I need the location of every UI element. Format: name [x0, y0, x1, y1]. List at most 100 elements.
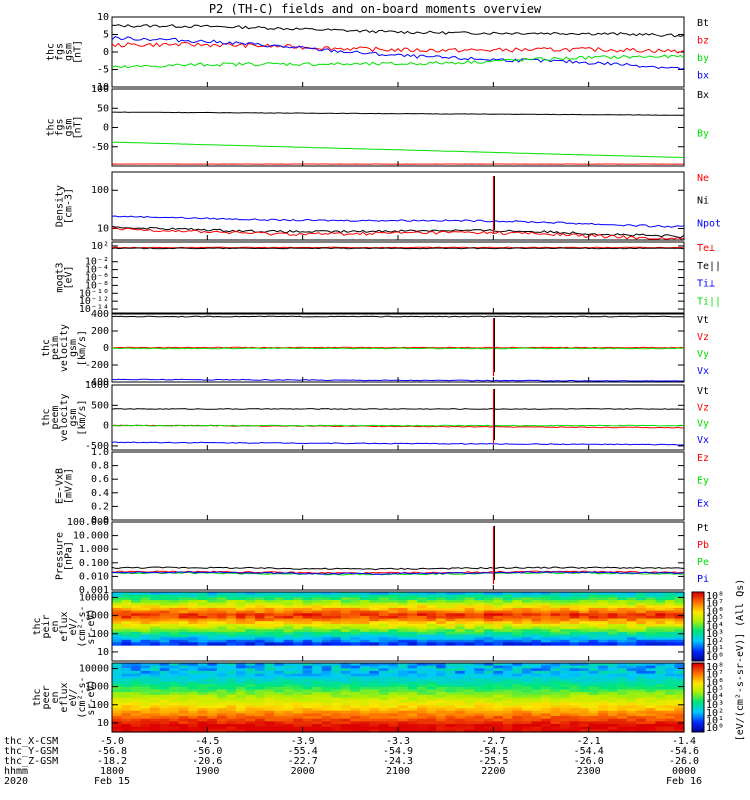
y-axis-label: thc [32, 688, 43, 706]
spectrogram-cell [121, 716, 132, 720]
spectrogram-cell [464, 713, 475, 717]
spectrogram-cell [321, 678, 332, 683]
spectrogram-cell [569, 684, 580, 688]
spectrogram-cell [274, 634, 285, 638]
spectrogram-cell [626, 668, 637, 672]
spectrogram-cell [474, 610, 485, 614]
spectrogram-cell [388, 702, 399, 707]
spectrogram-cell [112, 697, 123, 701]
spectrogram-cell [388, 610, 399, 614]
spectrogram-cell [531, 694, 542, 699]
spectrogram-cell [407, 718, 418, 722]
spectrogram-cell [645, 705, 656, 709]
spectrogram-cell [283, 626, 294, 630]
spectrogram-cell [607, 642, 618, 646]
spectrogram-cell [483, 708, 494, 712]
spectrogram-cell [502, 618, 513, 622]
spectrogram-cell [674, 602, 685, 606]
spectrogram-cell [293, 631, 304, 636]
spectrogram-cell [598, 613, 609, 617]
spectrogram-cell [264, 678, 275, 683]
spectrogram-cell [598, 689, 609, 693]
x-tick-label: -54.9 [383, 746, 413, 757]
spectrogram-cell [359, 626, 370, 630]
spectrogram-cell [550, 673, 561, 677]
spectrogram-cell [293, 700, 304, 704]
spectrogram-cell [560, 615, 571, 620]
spectrogram-cell [569, 665, 580, 669]
spectrogram-cell [493, 694, 504, 699]
spectrogram-cell [445, 618, 456, 622]
series-line [111, 141, 685, 158]
x-tick-label: -54.6 [669, 746, 699, 757]
spectrogram-cell [197, 721, 208, 725]
spectrogram-cell [398, 668, 409, 672]
spectrogram-cell [674, 684, 685, 688]
spectrogram-cell [417, 618, 428, 622]
spectrogram-cell [340, 618, 351, 622]
spectrogram-cell [312, 716, 323, 720]
spectrogram-cell [312, 592, 323, 596]
spectrogram-cell [436, 684, 447, 688]
spectrogram-cell [588, 705, 599, 709]
spectrogram-cell [645, 718, 656, 722]
spectrogram-cell [674, 610, 685, 614]
spectrogram-cell [550, 615, 561, 620]
spectrogram-cell [426, 605, 437, 609]
spectrogram-cell [588, 721, 599, 725]
spectrogram-cell [664, 676, 676, 680]
spectrogram-cell [293, 602, 304, 606]
spectrogram-cell [112, 634, 123, 638]
spectrogram-cell [521, 602, 533, 606]
spectrogram-cell [169, 700, 180, 704]
spectrogram-cell [274, 700, 285, 704]
spectrogram-cell [121, 621, 132, 625]
spectrogram-cell [293, 634, 304, 638]
spectrogram-cell [531, 613, 542, 617]
spectrogram-cell [359, 721, 370, 725]
legend-entry: Te⊥ [697, 243, 715, 254]
spectrogram-cell [312, 697, 323, 701]
y-tick-label: 10⁻⁴ [85, 265, 109, 276]
spectrogram-cell [455, 724, 466, 728]
spectrogram-cell [255, 594, 266, 598]
spectrogram-cell [417, 592, 428, 596]
spectrogram-cell [483, 670, 494, 675]
spectrogram-cell [445, 634, 456, 638]
spectrogram-cell [664, 689, 676, 693]
spectrogram-cell [283, 678, 294, 683]
spectrogram-cell [369, 700, 380, 704]
spectrogram-cell [636, 621, 647, 625]
spectrogram-cell [512, 599, 523, 604]
spectrogram-cell [112, 678, 123, 683]
y-axis-label: peim [50, 336, 61, 360]
y-tick-label: 100 [91, 185, 109, 196]
spectrogram-cell [245, 639, 256, 644]
y-tick-label: 1.000 [79, 544, 109, 555]
colorbar-cell [692, 716, 704, 719]
spectrogram-cell [569, 668, 580, 672]
spectrogram-cell [140, 623, 151, 628]
spectrogram-cell [245, 668, 256, 672]
spectrogram-cell [245, 710, 256, 715]
spectrogram-cell [626, 597, 637, 601]
spectrogram-cell [531, 631, 542, 636]
spectrogram-cell [264, 639, 275, 644]
spectrogram-cell [131, 615, 142, 620]
spectrogram-cell [169, 642, 180, 646]
colorbar-cell [692, 721, 704, 724]
spectrogram-cell [502, 697, 513, 701]
spectrogram-cell [569, 642, 580, 646]
spectrogram-cell [407, 639, 418, 644]
colorbar-cell [692, 621, 704, 624]
y-tick-label: 10 [97, 12, 109, 23]
spectrogram-cell [369, 607, 380, 612]
colorbar-cell [692, 688, 704, 692]
spectrogram-cell [197, 689, 208, 693]
panel-frame [111, 521, 685, 591]
spectrogram-cell [636, 613, 647, 617]
spectrogram-cell [235, 594, 247, 598]
spectrogram-cell [235, 634, 247, 638]
spectrogram-cell [121, 721, 132, 725]
x-tick-label: -18.2 [97, 756, 127, 767]
